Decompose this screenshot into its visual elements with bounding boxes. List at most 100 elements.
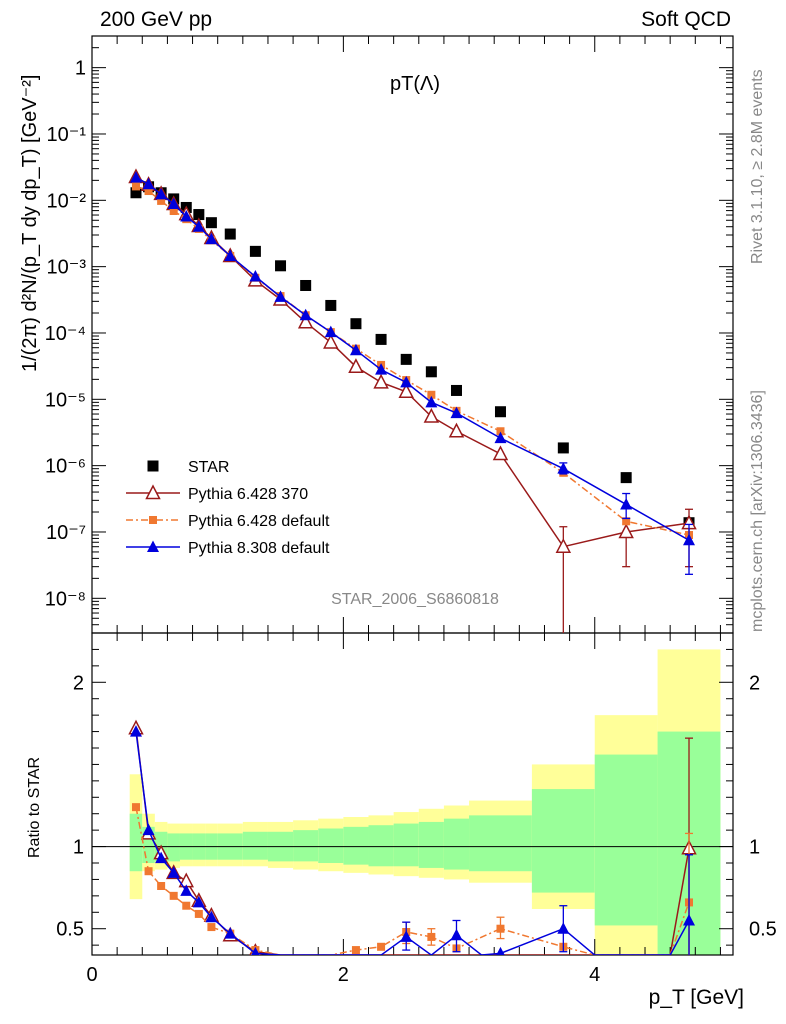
data-point	[142, 177, 155, 190]
series-pythia-8-308-default	[129, 171, 696, 575]
side-label-mcplots: mcplots.cern.ch [arXiv:1306.3436]	[749, 390, 766, 632]
data-point	[450, 928, 463, 941]
data-point	[249, 245, 261, 257]
data-point	[249, 270, 262, 282]
data-point	[224, 927, 237, 939]
legend: STAR Pythia 6.428 370 Pythia 6.428 default…	[126, 459, 330, 557]
data-point	[348, 358, 364, 373]
top-ylabel: 1/(2π) d²N/(p_T dy dp_T) [GeV⁻²]	[19, 75, 41, 372]
green-band-bin	[531, 789, 595, 893]
data-point	[425, 366, 437, 378]
data-point	[205, 910, 218, 923]
data-point	[324, 325, 337, 338]
data-point	[157, 882, 166, 890]
data-point	[496, 924, 505, 933]
legend-label: Pythia 6.428 370	[188, 486, 308, 503]
data-point	[180, 884, 193, 896]
top-ylabel-text: 1/(2π) d²N/(p_T dy dp_T) [GeV⁻²]	[19, 75, 41, 372]
data-point	[144, 187, 153, 196]
data-point	[494, 431, 507, 444]
data-point	[373, 373, 389, 389]
data-point	[131, 182, 140, 191]
data-point	[622, 517, 631, 526]
data-point	[557, 462, 570, 474]
data-point	[192, 220, 205, 232]
data-point	[224, 228, 236, 240]
data-point	[157, 196, 166, 205]
ratio-y-tick-label-right: 1	[749, 837, 760, 859]
data-point	[130, 187, 142, 199]
series-line	[135, 185, 690, 536]
legend-label: Pythia 6.428 default	[188, 513, 330, 530]
y-tick-label: 10⁻²	[47, 190, 87, 212]
data-point	[557, 442, 569, 454]
data-point	[129, 725, 142, 737]
data-point	[620, 472, 632, 484]
data-point	[169, 891, 178, 900]
data-point	[155, 851, 168, 864]
green-band-bin	[393, 823, 419, 867]
x-tick-label: 0	[86, 964, 97, 986]
legend-marker	[145, 484, 161, 500]
green-band-bin	[368, 825, 394, 867]
data-point	[131, 803, 140, 812]
data-point	[192, 895, 205, 908]
data-point	[297, 313, 314, 329]
data-point	[194, 909, 203, 918]
ratio-axes: 0 2 4 0.5 0.5 1 1 2 2	[56, 632, 777, 986]
data-point	[169, 207, 178, 216]
data-point	[144, 867, 153, 876]
data-point	[207, 923, 216, 932]
green-band-bin	[129, 813, 143, 872]
green-band-bin	[242, 831, 268, 860]
y-tick-label: 10⁻¹	[47, 124, 87, 146]
data-point	[555, 538, 572, 553]
x-tick-label: 2	[338, 964, 349, 986]
data-point	[300, 279, 312, 291]
data-point	[299, 308, 312, 321]
data-point	[425, 395, 438, 408]
xlabel: p_T [GeV]	[649, 986, 744, 1009]
green-band-bin	[343, 826, 369, 865]
ratio-ylabel: Ratio to STAR	[26, 757, 43, 858]
data-point	[350, 318, 362, 330]
ratio-y-tick-label: 0.5	[56, 919, 84, 941]
watermark: STAR_2006_S6860818	[331, 591, 499, 608]
header-right: Soft QCD	[641, 8, 731, 31]
green-band-bin	[594, 754, 658, 926]
data-point	[275, 260, 287, 272]
data-point	[205, 217, 217, 229]
data-point	[496, 946, 505, 955]
data-point	[494, 406, 506, 418]
y-tick-label: 10⁻⁵	[45, 389, 86, 411]
green-band-bin	[469, 815, 532, 872]
data-point	[400, 353, 412, 365]
data-point	[377, 942, 386, 951]
legend-label: Pythia 8.308 default	[188, 540, 330, 557]
data-point	[496, 427, 505, 436]
data-point	[618, 523, 634, 539]
data-point	[182, 901, 191, 910]
legend-entry: STAR	[147, 459, 229, 476]
data-point	[400, 375, 413, 388]
data-point	[398, 383, 414, 399]
green-band-bin	[443, 818, 470, 870]
legend-label: STAR	[188, 459, 229, 476]
data-point	[349, 343, 362, 356]
data-point	[180, 210, 193, 222]
series-pythia-8-308-default	[129, 725, 696, 955]
legend-entry: Pythia 6.428 default	[126, 513, 330, 530]
y-tick-label: 10⁻⁷	[46, 522, 86, 544]
data-point	[423, 407, 440, 423]
y-tick-label: 10⁻³	[47, 257, 87, 279]
data-point	[620, 497, 633, 510]
data-point	[129, 171, 142, 183]
side-label-rivet: Rivet 3.1.10, ≥ 2.8M events	[749, 69, 766, 264]
data-point	[251, 946, 260, 955]
data-point	[683, 914, 696, 926]
data-point	[450, 406, 463, 419]
x-tick-label: 4	[589, 964, 600, 986]
legend-entry: Pythia 8.308 default	[126, 540, 330, 557]
data-point	[224, 249, 237, 261]
